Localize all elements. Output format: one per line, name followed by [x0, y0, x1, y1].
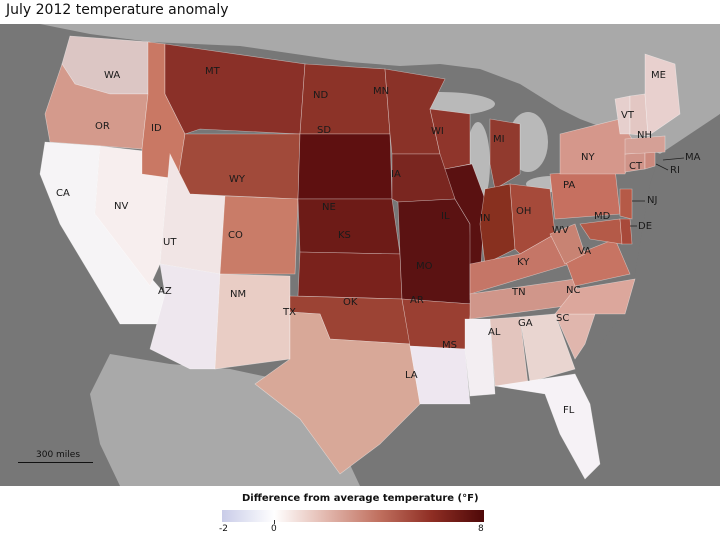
state-label-md: MD [594, 211, 611, 222]
state-label-ut: UT [163, 237, 177, 248]
state-label-nd: ND [313, 90, 329, 101]
state-label-mo: MO [416, 261, 433, 272]
state-label-sc: SC [556, 313, 570, 324]
legend-tick-zero [274, 520, 275, 524]
state-label-ms: MS [442, 340, 457, 351]
state-label-ok: OK [343, 297, 358, 308]
state-ms [464, 318, 496, 397]
state-label-ma: MA [685, 152, 701, 163]
state-ne [297, 198, 401, 255]
state-label-in: IN [480, 213, 491, 224]
state-md [579, 218, 623, 245]
state-label-il: IL [441, 211, 450, 222]
state-label-wv: WV [552, 225, 569, 236]
state-label-nj: NJ [647, 195, 658, 206]
state-label-wy: WY [229, 174, 245, 185]
state-label-ga: GA [518, 318, 533, 329]
legend-title: Difference from average temperature (°F) [242, 493, 479, 504]
legend-label-zero: 0 [271, 524, 277, 534]
state-label-ri: RI [670, 165, 680, 176]
state-ga [519, 313, 576, 383]
state-me [644, 53, 681, 137]
state-label-wi: WI [431, 126, 444, 137]
state-label-de: DE [638, 221, 653, 232]
state-label-tx: TX [283, 307, 296, 318]
state-label-ky: KY [517, 257, 530, 268]
state-label-sd: SD [317, 125, 332, 136]
state-label-nc: NC [566, 285, 581, 296]
state-label-ca: CA [56, 188, 70, 199]
scale-bar [18, 462, 93, 463]
map-title: July 2012 temperature anomaly [6, 2, 229, 18]
state-label-nh: NH [637, 130, 652, 141]
state-co [219, 195, 299, 275]
state-label-mi: MI [493, 134, 505, 145]
state-va [564, 238, 631, 287]
state-label-fl: FL [563, 405, 575, 416]
state-label-mn: MN [373, 86, 390, 97]
state-label-ia: IA [391, 169, 401, 180]
state-label-mt: MT [205, 66, 220, 77]
state-tx [254, 311, 421, 475]
state-sd [297, 133, 393, 200]
state-label-ar: AR [410, 295, 424, 306]
state-mo [397, 198, 473, 305]
state-label-tn: TN [512, 287, 526, 298]
state-ma [624, 135, 666, 155]
legend-label-min: -2 [219, 524, 228, 534]
state-label-vt: VT [621, 110, 634, 121]
legend-color-bar [222, 510, 484, 522]
state-label-va: VA [578, 246, 592, 257]
anomaly-map: WA OR CA ID NV MT WY UT AZ CO NM ND SD N… [0, 24, 720, 486]
state-label-or: OR [95, 121, 110, 132]
state-la [409, 345, 471, 405]
atlantic-water [580, 114, 720, 486]
state-label-id: ID [151, 123, 162, 134]
state-label-az: AZ [158, 286, 172, 297]
canada-land [40, 24, 720, 154]
state-mi [489, 118, 521, 190]
state-ar [401, 298, 473, 350]
state-wv [549, 223, 586, 265]
state-label-ks: KS [338, 230, 351, 241]
state-ks [297, 251, 403, 300]
scale-label: 300 miles [36, 450, 81, 460]
us-states [39, 35, 681, 480]
state-ri [644, 151, 656, 170]
state-label-oh: OH [516, 206, 532, 217]
state-label-al: AL [488, 327, 501, 338]
state-label-pa: PA [563, 180, 576, 191]
legend-label-max: 8 [478, 524, 484, 534]
state-label-nm: NM [230, 289, 247, 300]
state-az [149, 263, 221, 370]
state-wy [177, 133, 301, 200]
state-label-ct: CT [629, 161, 643, 172]
state-nj [619, 188, 633, 220]
state-label-la: LA [405, 370, 418, 381]
state-fl [494, 373, 601, 480]
state-mt [164, 43, 306, 135]
state-in [479, 183, 516, 265]
state-label-co: CO [228, 230, 243, 241]
state-label-wa: WA [104, 70, 121, 81]
map-svg [39, 24, 720, 486]
state-label-ny: NY [581, 152, 595, 163]
state-label-nv: NV [114, 201, 129, 212]
state-nc [554, 278, 636, 315]
state-label-me: ME [651, 70, 666, 81]
state-nm [214, 273, 291, 370]
state-de [619, 218, 633, 245]
state-label-ne: NE [322, 202, 336, 213]
